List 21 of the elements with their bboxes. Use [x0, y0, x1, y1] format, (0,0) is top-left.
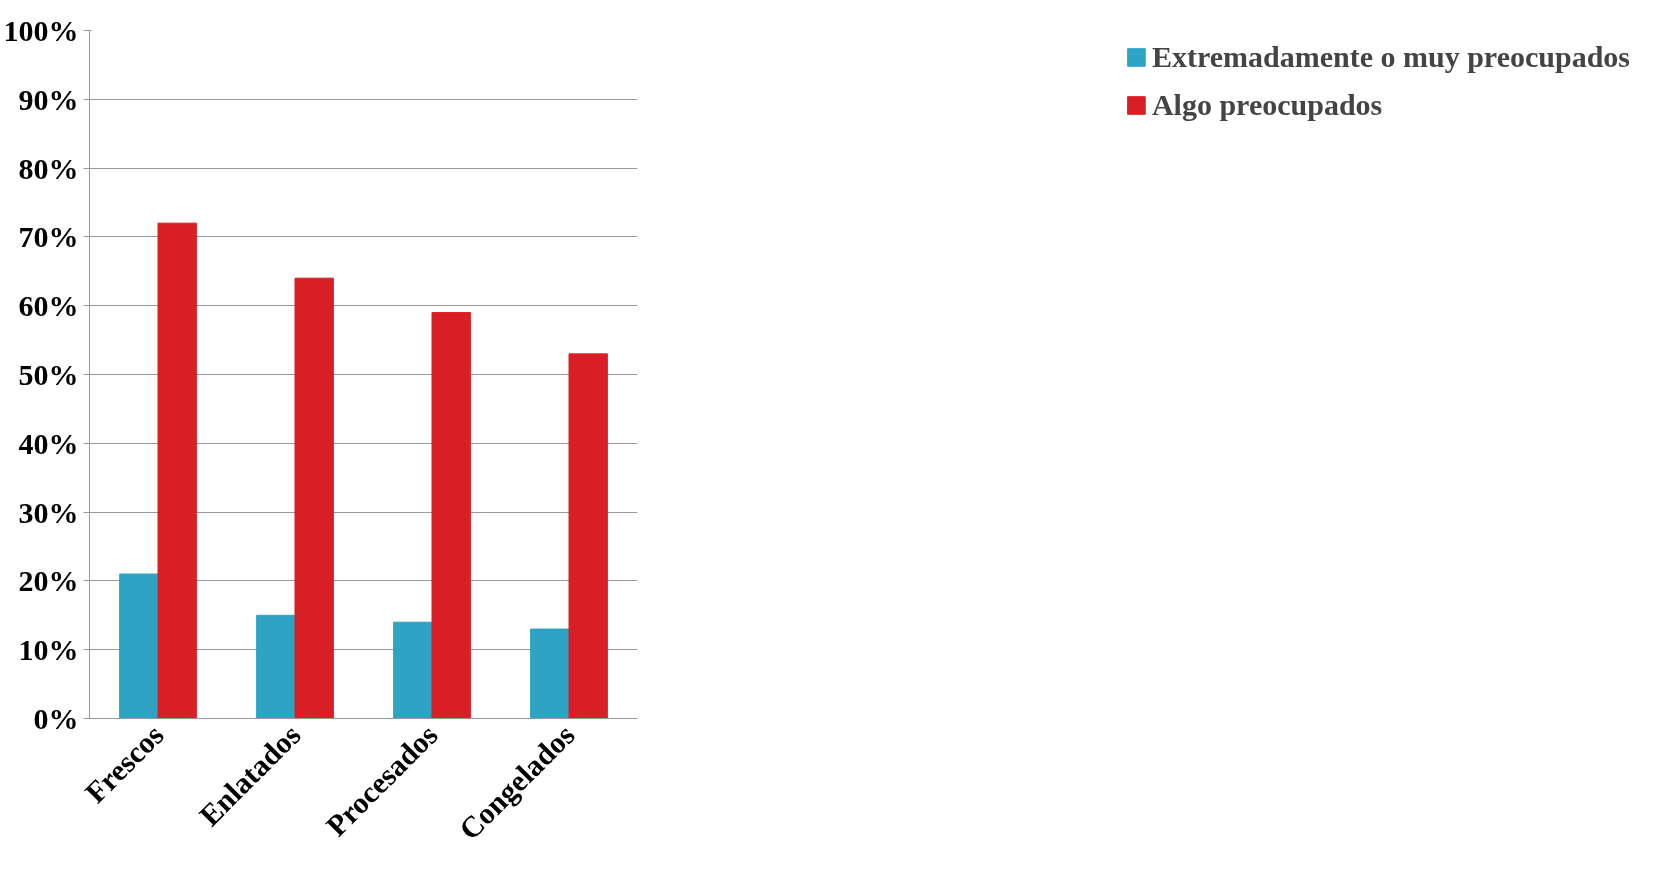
bar [393, 621, 433, 719]
y-tick-label: 0% [33, 702, 79, 735]
y-tick-label: 40% [18, 426, 79, 460]
bar [568, 353, 608, 719]
bar [256, 614, 296, 719]
y-tick-label: 90% [18, 82, 79, 116]
bar [530, 628, 570, 719]
bar [119, 573, 159, 719]
legend-label: Extremadamente o muy preocupados [1151, 40, 1630, 74]
y-tick-label: 20% [18, 564, 79, 598]
bar [294, 277, 334, 719]
y-tick-label: 60% [18, 289, 79, 323]
bar [157, 222, 197, 719]
y-tick-label: 10% [18, 633, 79, 667]
y-tick-label: 50% [18, 358, 79, 391]
legend-label: Algo preocupados [1151, 88, 1383, 122]
y-tick-label: 80% [18, 151, 79, 185]
y-tick-label: 70% [18, 220, 79, 254]
y-tick-label: 30% [18, 495, 79, 529]
bar [431, 312, 471, 719]
y-tick-label: 100% [3, 14, 79, 47]
